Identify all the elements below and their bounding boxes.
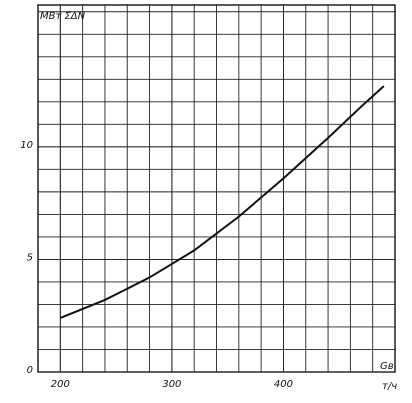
y-tick-label: 10 — [20, 140, 33, 151]
y-axis-label: МВт ΣΔN — [40, 11, 86, 22]
x-axis-label: Gв — [380, 361, 394, 372]
y-tick-label: 5 — [27, 252, 33, 263]
x-tick-label: 200 — [51, 379, 70, 390]
line-series — [59, 85, 385, 319]
x-tick-label: 300 — [162, 379, 181, 390]
x-tick-label: 400 — [274, 379, 293, 390]
x-axis-unit: т/ч — [382, 381, 397, 392]
y-tick-label: 0 — [27, 365, 33, 376]
